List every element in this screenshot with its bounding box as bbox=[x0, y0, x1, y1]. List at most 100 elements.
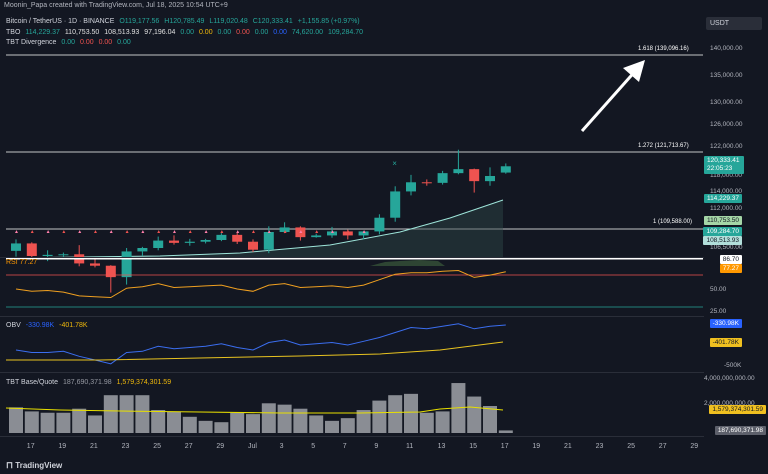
candle bbox=[263, 232, 274, 250]
time-tick: 15 bbox=[469, 443, 477, 450]
symbol-name[interactable]: Bitcoin / TetherUS · 1D · BINANCE bbox=[6, 18, 115, 25]
fib-label-1: 1 (109,588.00) bbox=[653, 219, 693, 225]
current-price-badge: 120,333.41 22:05:23 bbox=[704, 156, 744, 174]
price-tick: 122,000.00 bbox=[710, 143, 743, 150]
chart-canvas[interactable]: ▲ ▲ ▲ ▲ ▲ ▲ ▲ ▲ ▲ ▲ ▲ ▲ ▲ ▲ ▲ ▲ ▲ ▲ ▲ ▲ ▲ ▲ ▲ × bbox=[0, 0, 704, 474]
price-tick: 126,000.00 bbox=[710, 121, 743, 128]
tbt-ma-value: 1,579,374,301.59 bbox=[116, 379, 172, 386]
volume-bar bbox=[261, 403, 276, 433]
tbo-badge: 109,284.70 bbox=[703, 227, 742, 236]
candle bbox=[153, 240, 164, 248]
tbo-badge: 110,753.50 bbox=[703, 216, 742, 225]
volume-bar bbox=[293, 408, 308, 433]
volume-bar bbox=[277, 404, 292, 433]
obv-value: -330.98K bbox=[25, 322, 55, 329]
volume-bar bbox=[72, 408, 87, 433]
time-tick: 25 bbox=[153, 443, 161, 450]
tv-logo-icon: ⊓ bbox=[6, 460, 14, 470]
volume-bar bbox=[40, 412, 55, 433]
volume-bar bbox=[151, 410, 166, 433]
volume-tick: 2,000,000,000.00 bbox=[704, 400, 755, 407]
candle bbox=[374, 217, 385, 232]
brand-name: TradingView bbox=[15, 461, 63, 470]
tbt-label: TBT Base/Quote bbox=[6, 379, 59, 386]
candle bbox=[11, 243, 21, 251]
time-tick: 9 bbox=[374, 443, 379, 450]
time-tick: 5 bbox=[311, 443, 316, 450]
obv-legend[interactable]: OBV -330.98K -401.78K bbox=[6, 322, 91, 329]
volume-bars bbox=[9, 383, 513, 433]
tbo-value: 0.00 bbox=[217, 29, 232, 36]
price-tick: 114,000.00 bbox=[710, 188, 743, 195]
tbo-band bbox=[6, 200, 503, 258]
volume-bar bbox=[24, 411, 39, 433]
obv-label: OBV bbox=[6, 322, 21, 329]
tbo-value: 74,620.00 bbox=[291, 29, 324, 36]
rsi-tick: 25.00 bbox=[710, 308, 727, 315]
signal-marker: ▲ bbox=[251, 229, 256, 235]
volume-badge: 187,690,371.98 bbox=[714, 426, 766, 435]
tbo-value: 0.00 bbox=[198, 29, 213, 36]
volume-bar bbox=[467, 396, 482, 433]
tbo-value: 0.00 bbox=[254, 29, 269, 36]
rsi-top-line bbox=[6, 258, 703, 260]
tbo-label: TBO bbox=[6, 29, 21, 36]
price-tick: 118,000.00 bbox=[710, 172, 743, 179]
tbo-legend[interactable]: TBO 114,229.37 110,753.50 108,513.93 97,… bbox=[6, 29, 366, 36]
cross-marker: × bbox=[392, 159, 397, 168]
volume-bar bbox=[309, 415, 324, 433]
volume-bar bbox=[372, 400, 387, 433]
signal-marker: ▲ bbox=[188, 229, 193, 235]
price-tick: 135,000.00 bbox=[710, 72, 743, 79]
close-value: C120,333.41 bbox=[252, 18, 293, 25]
candle bbox=[279, 227, 290, 232]
price-tick: 140,000.00 bbox=[710, 45, 743, 52]
time-tick: 27 bbox=[184, 443, 193, 450]
signal-marker: ▲ bbox=[362, 229, 367, 235]
obv-tick: -500K bbox=[724, 362, 742, 369]
tbt-volume-legend[interactable]: TBT Base/Quote 187,690,371.98 1,579,374,… bbox=[6, 379, 174, 386]
candle bbox=[437, 173, 448, 183]
volume-bar bbox=[214, 422, 229, 433]
volume-bar bbox=[404, 393, 418, 433]
signal-marker: ▲ bbox=[235, 229, 240, 235]
rsi-tick: 50.00 bbox=[710, 286, 727, 293]
signal-marker: ▲ bbox=[267, 229, 272, 235]
volume-bar bbox=[198, 420, 213, 433]
rsi-legend[interactable]: RSI 77.27 bbox=[6, 259, 38, 266]
time-tick: 29 bbox=[216, 443, 225, 450]
created-by-header: Moonin_Papa created with TradingView.com… bbox=[4, 2, 228, 9]
signal-marker: ▲ bbox=[93, 229, 98, 235]
volume-bar bbox=[483, 406, 497, 433]
currency-selector[interactable]: USDT bbox=[706, 17, 762, 30]
candles-group bbox=[11, 149, 511, 293]
price-tick: 112,000.00 bbox=[710, 205, 743, 212]
time-tick: 17 bbox=[500, 443, 509, 450]
trend-arrow-shaft bbox=[580, 67, 640, 132]
tbt-divergence-legend[interactable]: TBT Divergence 0.00 0.00 0.00 0.00 bbox=[6, 39, 134, 46]
price-tick: 106,500.00 bbox=[710, 244, 743, 251]
volume-ma-line bbox=[5, 406, 504, 414]
obv-ma-value: -401.78K bbox=[59, 322, 88, 329]
signal-marker: ▲ bbox=[61, 229, 66, 235]
signal-marker: ▲ bbox=[172, 229, 177, 235]
volume-bar bbox=[167, 411, 181, 433]
volume-ma-badge: 1,579,374,301.59 bbox=[709, 405, 766, 414]
time-tick: Jul bbox=[248, 443, 257, 450]
volume-bar bbox=[9, 407, 23, 433]
tbd-value: 0.00 bbox=[117, 39, 131, 46]
time-tick: 23 bbox=[121, 443, 130, 450]
tbt-volume-value: 187,690,371.98 bbox=[62, 379, 112, 386]
candle bbox=[121, 251, 132, 278]
signal-marker: ▲ bbox=[330, 229, 335, 235]
price-axis[interactable]: 140,000.00 135,000.00 130,000.00 126,000… bbox=[704, 0, 768, 474]
candle bbox=[58, 254, 69, 256]
candle bbox=[358, 231, 369, 236]
volume-bar bbox=[230, 412, 245, 433]
volume-bar bbox=[388, 395, 403, 433]
candle bbox=[216, 234, 227, 240]
candle bbox=[200, 240, 211, 242]
signal-marker: ▲ bbox=[219, 229, 224, 235]
signal-marker: ▲ bbox=[298, 229, 303, 235]
time-tick: 19 bbox=[532, 443, 541, 450]
